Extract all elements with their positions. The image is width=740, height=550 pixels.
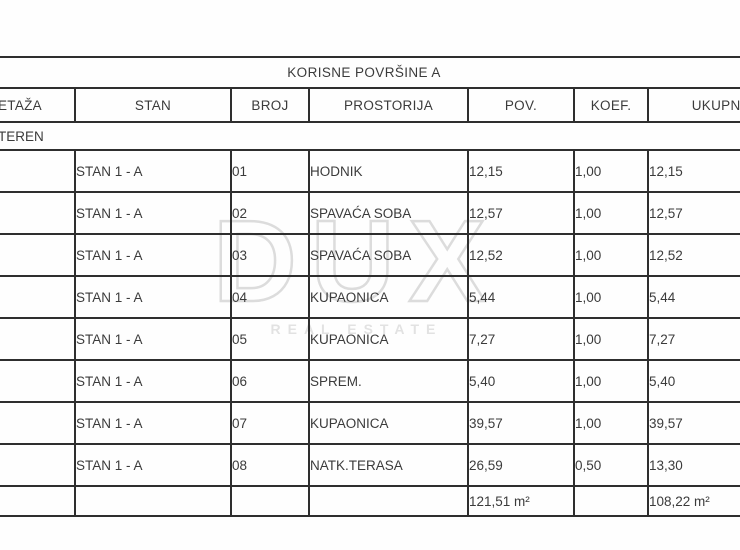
cell-pov: 39,57 bbox=[467, 401, 575, 445]
cell-broj: 07 bbox=[230, 401, 310, 445]
cell-broj: 06 bbox=[230, 359, 310, 403]
cell-ukupno: 12,52 bbox=[646, 233, 740, 277]
col-header-stan: STAN bbox=[74, 87, 232, 123]
cell-stan: STAN 1 - A bbox=[74, 275, 232, 319]
col-header-koef: KOEF. bbox=[573, 87, 649, 123]
cell-pov: 7,27 bbox=[467, 317, 575, 361]
cell-pov: 5,44 bbox=[467, 275, 575, 319]
cell-etaza bbox=[0, 275, 76, 319]
cell-koef: 1,00 bbox=[573, 149, 649, 193]
cell-broj: 02 bbox=[230, 191, 310, 235]
cell-ukupno: 5,40 bbox=[646, 359, 740, 403]
cell-ukupno: 5,44 bbox=[646, 275, 740, 319]
cell-stan: STAN 1 - A bbox=[74, 233, 232, 277]
cell-broj: 03 bbox=[230, 233, 310, 277]
section-label-teren: TEREN bbox=[0, 121, 740, 151]
totals-row: 121,51 m² 108,22 m² bbox=[0, 485, 740, 517]
cell-pov: 12,52 bbox=[467, 233, 575, 277]
cell-ukupno: 39,57 bbox=[646, 401, 740, 445]
cell-etaza bbox=[0, 233, 76, 277]
cell-stan-total bbox=[74, 485, 232, 517]
col-header-etaza: ETAŽA bbox=[0, 87, 76, 123]
table-row: STAN 1 - A 05 KUPAONICA 7,27 1,00 7,27 bbox=[0, 317, 740, 361]
cell-broj-total bbox=[230, 485, 310, 517]
col-header-prostorija: PROSTORIJA bbox=[308, 87, 469, 123]
table-row: STAN 1 - A 01 HODNIK 12,15 1,00 12,15 bbox=[0, 149, 740, 193]
cell-koef: 1,00 bbox=[573, 401, 649, 445]
cell-broj: 01 bbox=[230, 149, 310, 193]
table-row: STAN 1 - A 04 KUPAONICA 5,44 1,00 5,44 bbox=[0, 275, 740, 319]
cell-koef: 0,50 bbox=[573, 443, 649, 487]
table-row: STAN 1 - A 06 SPREM. 5,40 1,00 5,40 bbox=[0, 359, 740, 403]
cell-stan: STAN 1 - A bbox=[74, 317, 232, 361]
cell-prostorija: KUPAONICA bbox=[308, 275, 469, 319]
table-title: KORISNE POVRŠINE A bbox=[0, 56, 740, 89]
cell-koef: 1,00 bbox=[573, 317, 649, 361]
cell-stan: STAN 1 - A bbox=[74, 359, 232, 403]
cell-prostorija: KUPAONICA bbox=[308, 401, 469, 445]
total-pov: 121,51 m² bbox=[467, 485, 575, 517]
cell-etaza bbox=[0, 359, 76, 403]
cell-stan: STAN 1 - A bbox=[74, 149, 232, 193]
col-header-broj: BROJ bbox=[230, 87, 310, 123]
cell-broj: 04 bbox=[230, 275, 310, 319]
table-row: STAN 1 - A 07 KUPAONICA 39,57 1,00 39,57 bbox=[0, 401, 740, 445]
cell-prostorija: SPAVAĆA SOBA bbox=[308, 233, 469, 277]
cell-prostorija: SPREM. bbox=[308, 359, 469, 403]
cell-etaza bbox=[0, 317, 76, 361]
total-ukupno: 108,22 m² bbox=[646, 485, 740, 517]
cell-koef-total bbox=[573, 485, 649, 517]
cell-etaza bbox=[0, 191, 76, 235]
cell-ukupno: 12,15 bbox=[646, 149, 740, 193]
cell-ukupno: 12,57 bbox=[646, 191, 740, 235]
cell-koef: 1,00 bbox=[573, 275, 649, 319]
cell-prostorija: NATK.TERASA bbox=[308, 443, 469, 487]
table-row: STAN 1 - A 02 SPAVAĆA SOBA 12,57 1,00 12… bbox=[0, 191, 740, 235]
cell-etaza-total bbox=[0, 485, 76, 517]
cell-stan: STAN 1 - A bbox=[74, 443, 232, 487]
col-header-ukupno: UKUPNO bbox=[646, 87, 740, 123]
col-header-pov: POV. bbox=[467, 87, 575, 123]
cell-etaza bbox=[0, 443, 76, 487]
cell-koef: 1,00 bbox=[573, 233, 649, 277]
cell-prostorija: SPAVAĆA SOBA bbox=[308, 191, 469, 235]
cell-stan: STAN 1 - A bbox=[74, 191, 232, 235]
usable-areas-table: KORISNE POVRŠINE A ETAŽA STAN BROJ PROST… bbox=[0, 56, 740, 517]
cell-ukupno: 7,27 bbox=[646, 317, 740, 361]
cell-pov: 12,57 bbox=[467, 191, 575, 235]
cell-etaza bbox=[0, 401, 76, 445]
cell-prostorija: HODNIK bbox=[308, 149, 469, 193]
cell-ukupno: 13,30 bbox=[646, 443, 740, 487]
cell-koef: 1,00 bbox=[573, 359, 649, 403]
cell-pov: 26,59 bbox=[467, 443, 575, 487]
cell-broj: 08 bbox=[230, 443, 310, 487]
table-row: STAN 1 - A 03 SPAVAĆA SOBA 12,52 1,00 12… bbox=[0, 233, 740, 277]
cell-prostorija: KUPAONICA bbox=[308, 317, 469, 361]
cell-koef: 1,00 bbox=[573, 191, 649, 235]
cell-etaza bbox=[0, 149, 76, 193]
cell-prostorija-total bbox=[308, 485, 469, 517]
cell-stan: STAN 1 - A bbox=[74, 401, 232, 445]
cell-broj: 05 bbox=[230, 317, 310, 361]
cell-pov: 5,40 bbox=[467, 359, 575, 403]
cell-pov: 12,15 bbox=[467, 149, 575, 193]
table-row: STAN 1 - A 08 NATK.TERASA 26,59 0,50 13,… bbox=[0, 443, 740, 487]
